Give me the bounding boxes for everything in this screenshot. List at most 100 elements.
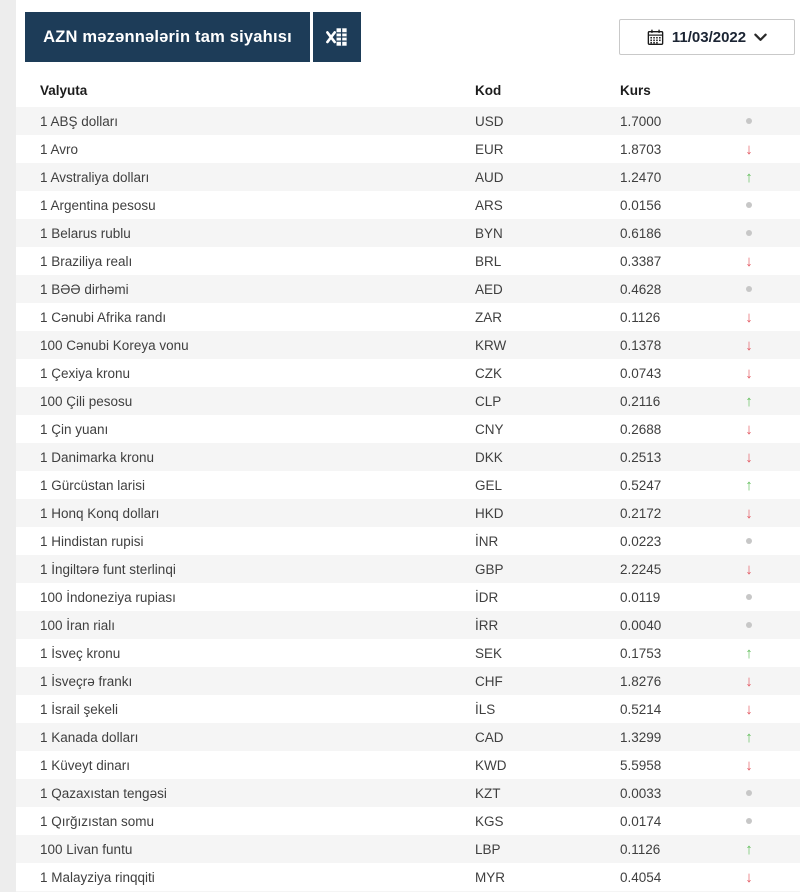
table-row: 1 Hindistan rupisi İNR 0.0223 [16,527,800,555]
toolbar: AZN məzənnələrin tam siyahısı [16,0,805,74]
currency-name: 100 İran rialı [40,617,116,633]
content-card: AZN məzənnələrin tam siyahısı [16,0,805,892]
table-row: 1 ABŞ dolları USD 1.7000 [16,107,800,135]
currency-rate: 1.8276 [620,673,662,689]
table-row: 1 Malayziya rinqqiti MYR 0.4054 ↓ [16,863,800,891]
excel-icon [325,26,349,48]
table-row: 1 Qırğızıstan somu KGS 0.0174 [16,807,800,835]
currency-code: KWD [475,757,507,773]
currency-rate: 1.7000 [620,113,662,129]
trend-down-icon: ↓ [745,140,753,158]
currency-rate: 0.2513 [620,449,662,465]
currency-name: 1 Gürcüstan larisi [40,477,146,493]
table-row: 100 İndoneziya rupiası İDR 0.0119 [16,583,800,611]
chevron-down-icon [754,33,767,42]
trend-down-icon: ↓ [745,448,753,466]
trend-same-icon [746,202,752,208]
date-picker[interactable]: 11/03/2022 [619,19,795,55]
currency-name: 1 İngiltərə funt sterlinqi [40,561,176,577]
trend-up-icon: ↑ [745,644,753,662]
currency-rate: 0.0743 [620,365,662,381]
currency-rate: 0.4054 [620,869,662,885]
currency-name: 1 Küveyt dinarı [40,757,131,773]
trend-down-icon: ↓ [745,252,753,270]
trend-down-icon: ↓ [745,868,753,886]
currency-name: 1 BƏƏ dirhəmi [40,281,129,297]
currency-rate: 0.1126 [620,841,661,857]
currency-name: 1 Malayziya rinqqiti [40,869,155,885]
currency-name: 100 Cənubi Koreya vonu [40,337,189,353]
excel-export-button[interactable] [313,12,361,62]
column-header-valyuta: Valyuta [40,83,88,98]
currency-code: KRW [475,337,507,353]
trend-same-icon [746,818,752,824]
currency-name: 100 İndoneziya rupiası [40,589,176,605]
currency-rate: 1.3299 [620,729,662,745]
trend-indicator [727,219,771,247]
currency-rate: 0.2116 [620,393,661,409]
currency-name: 100 Çili pesosu [40,393,133,409]
trend-same-icon [746,790,752,796]
table-row: 1 Avro EUR 1.8703 ↓ [16,135,800,163]
trend-indicator [727,107,771,135]
table-row: 1 Belarus rublu BYN 0.6186 [16,219,800,247]
trend-indicator [727,611,771,639]
trend-same-icon [746,286,752,292]
currency-rate: 5.5958 [620,757,662,773]
currency-code: ARS [475,197,503,213]
table-row: 100 Cənubi Koreya vonu KRW 0.1378 ↓ [16,331,800,359]
trend-down-icon: ↓ [745,364,753,382]
trend-up-icon: ↑ [745,392,753,410]
trend-up-icon: ↑ [745,728,753,746]
table-row: 1 Çin yuanı CNY 0.2688 ↓ [16,415,800,443]
currency-name: 1 Danimarka kronu [40,449,155,465]
table-body: 1 ABŞ dolları USD 1.7000 1 Avro EUR 1.87… [16,107,805,891]
table-row: 1 İsveç kronu SEK 0.1753 ↑ [16,639,800,667]
table-row: 1 İngiltərə funt sterlinqi GBP 2.2245 ↓ [16,555,800,583]
column-header-kurs: Kurs [620,83,651,98]
trend-indicator [727,779,771,807]
trend-down-icon: ↓ [745,560,753,578]
table-row: 1 İsrail şekeli İLS 0.5214 ↓ [16,695,800,723]
trend-up-icon: ↑ [745,476,753,494]
column-header-kod: Kod [475,83,502,98]
currency-name: 100 Livan funtu [40,841,133,857]
currency-code: HKD [475,505,504,521]
currency-name: 1 ABŞ dolları [40,113,119,129]
trend-indicator [727,807,771,835]
currency-name: 1 Çin yuanı [40,421,109,437]
currency-name: 1 İsveçrə frankı [40,673,133,689]
currency-rate: 0.0033 [620,785,662,801]
table-row: 1 Braziliya realı BRL 0.3387 ↓ [16,247,800,275]
currency-code: CAD [475,729,504,745]
currency-rate: 0.0040 [620,617,662,633]
currency-rate: 0.5247 [620,477,662,493]
currency-rate: 2.2245 [620,561,662,577]
table-row: 1 Qazaxıstan tengəsi KZT 0.0033 [16,779,800,807]
date-value: 11/03/2022 [671,28,747,46]
currency-name: 1 İsrail şekeli [40,701,119,717]
table-row: 100 Livan funtu LBP 0.1126 ↑ [16,835,800,863]
table-header-row: Valyuta Kod Kurs [16,74,800,107]
currency-rate: 0.0156 [620,197,662,213]
currency-rate: 0.6186 [620,225,662,241]
table-row: 1 Cənubi Afrika randı ZAR 0.1126 ↓ [16,303,800,331]
currency-rate: 0.2688 [620,421,662,437]
currency-code: DKK [475,449,503,465]
currency-code: LBP [475,841,501,857]
table-row: 1 Kanada dolları CAD 1.3299 ↑ [16,723,800,751]
table-row: 1 Küveyt dinarı KWD 5.5958 ↓ [16,751,800,779]
calendar-icon [647,29,664,46]
table-row: 1 Çexiya kronu CZK 0.0743 ↓ [16,359,800,387]
currency-code: USD [475,113,504,129]
trend-up-icon: ↑ [745,168,753,186]
table-row: 1 Danimarka kronu DKK 0.2513 ↓ [16,443,800,471]
currency-code: CLP [475,393,502,409]
page-title: AZN məzənnələrin tam siyahısı [25,12,310,62]
trend-indicator [727,583,771,611]
table-row: 1 BƏƏ dirhəmi AED 0.4628 [16,275,800,303]
currency-name: 1 Çexiya kronu [40,365,131,381]
trend-indicator [727,275,771,303]
trend-same-icon [746,538,752,544]
trend-down-icon: ↓ [745,756,753,774]
